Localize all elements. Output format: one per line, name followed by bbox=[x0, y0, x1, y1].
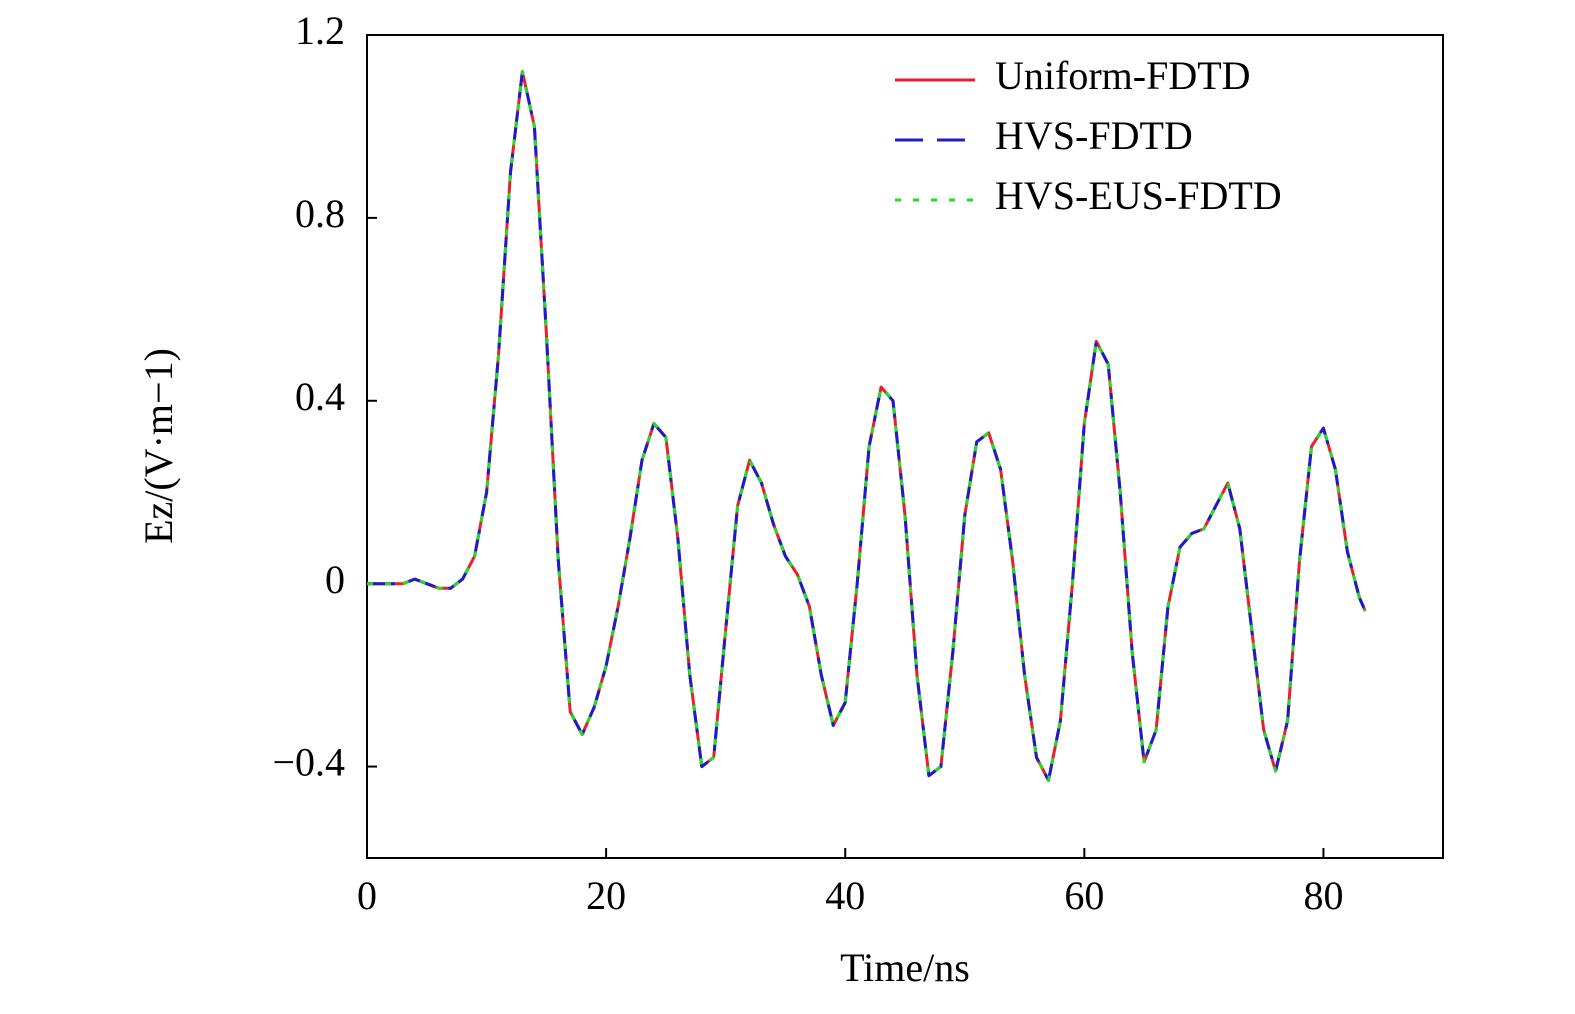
y-tick-label: 0.4 bbox=[295, 374, 345, 419]
legend-label: HVS-EUS-FDTD bbox=[995, 173, 1282, 218]
x-tick-label: 20 bbox=[586, 873, 626, 918]
y-tick-label: 1.2 bbox=[295, 8, 345, 53]
y-axis-label: Ez/(V·m−1) bbox=[136, 348, 181, 544]
x-axis-label: Time/ns bbox=[840, 945, 970, 990]
x-tick-label: 60 bbox=[1064, 873, 1104, 918]
y-tick-label: 0 bbox=[325, 557, 345, 602]
x-tick-label: 0 bbox=[357, 873, 377, 918]
legend-label: Uniform-FDTD bbox=[995, 53, 1251, 98]
x-tick-label: 80 bbox=[1303, 873, 1343, 918]
x-tick-label: 40 bbox=[825, 873, 865, 918]
y-tick-label: −0.4 bbox=[272, 740, 345, 785]
data-line bbox=[367, 70, 1367, 782]
y-tick-label: 0.8 bbox=[295, 191, 345, 236]
legend-label: HVS-FDTD bbox=[995, 113, 1193, 158]
plot-frame bbox=[366, 34, 1444, 859]
